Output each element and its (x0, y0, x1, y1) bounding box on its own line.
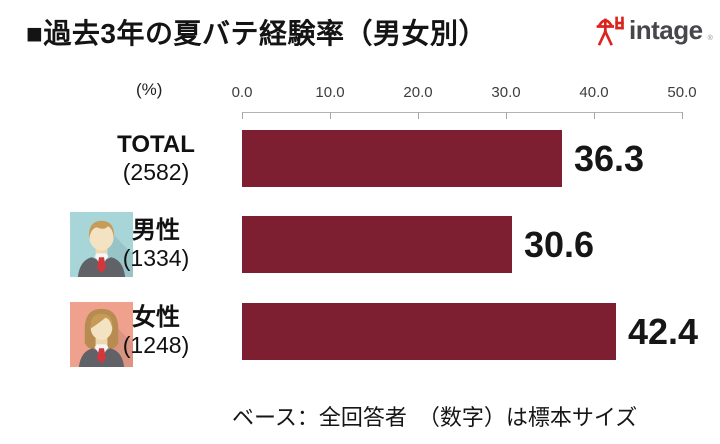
axis-unit-label: (%) (136, 80, 163, 99)
category-label-block-total: TOTAL (2582) (108, 131, 204, 186)
female-avatar-icon (70, 302, 133, 367)
bar-total (242, 130, 562, 187)
axis-tick-mark (506, 112, 507, 119)
category-label-block-female: 女性 (1248) (108, 304, 204, 359)
sample-size-label: (1248) (122, 332, 190, 358)
male-avatar-icon (70, 212, 133, 277)
value-label-female: 42.4 (628, 311, 699, 352)
axis-tick-mark (330, 112, 331, 119)
page-title: ■過去3年の夏バテ経験率（男女別） (26, 18, 487, 49)
axis-tick-mark (594, 112, 595, 119)
value-label-male: 30.6 (524, 224, 595, 265)
category-label-block-male: 男性 (1334) (108, 217, 204, 272)
axis-tick-mark (682, 112, 683, 119)
category-label: 女性 (132, 304, 180, 331)
intage-logo: intage ® (596, 14, 713, 47)
value-label-total: 36.3 (574, 138, 645, 179)
axis-tick-label: 40.0 (579, 84, 609, 101)
axis-tick-label: 20.0 (403, 84, 433, 101)
base-note: ベース：全回答者 （数字）は標本サイズ (232, 405, 638, 430)
axis-tick-label: 10.0 (315, 84, 345, 101)
sample-size-label: (2582) (122, 159, 190, 185)
axis-tick-mark (242, 112, 243, 119)
category-label: TOTAL (117, 131, 195, 158)
intage-logo-mark-icon (596, 16, 624, 46)
bar-female (242, 303, 616, 360)
category-label: 男性 (132, 217, 180, 244)
intage-logo-text: intage (629, 15, 703, 45)
axis-line (242, 112, 683, 113)
sample-size-label: (1334) (122, 245, 190, 271)
axis-tick-mark (418, 112, 419, 119)
axis-tick-label: 0.0 (231, 84, 253, 101)
bar-male (242, 216, 512, 273)
axis-tick-label: 30.0 (491, 84, 521, 101)
axis-tick-label: 50.0 (667, 84, 697, 101)
registered-mark: ® (707, 34, 713, 42)
